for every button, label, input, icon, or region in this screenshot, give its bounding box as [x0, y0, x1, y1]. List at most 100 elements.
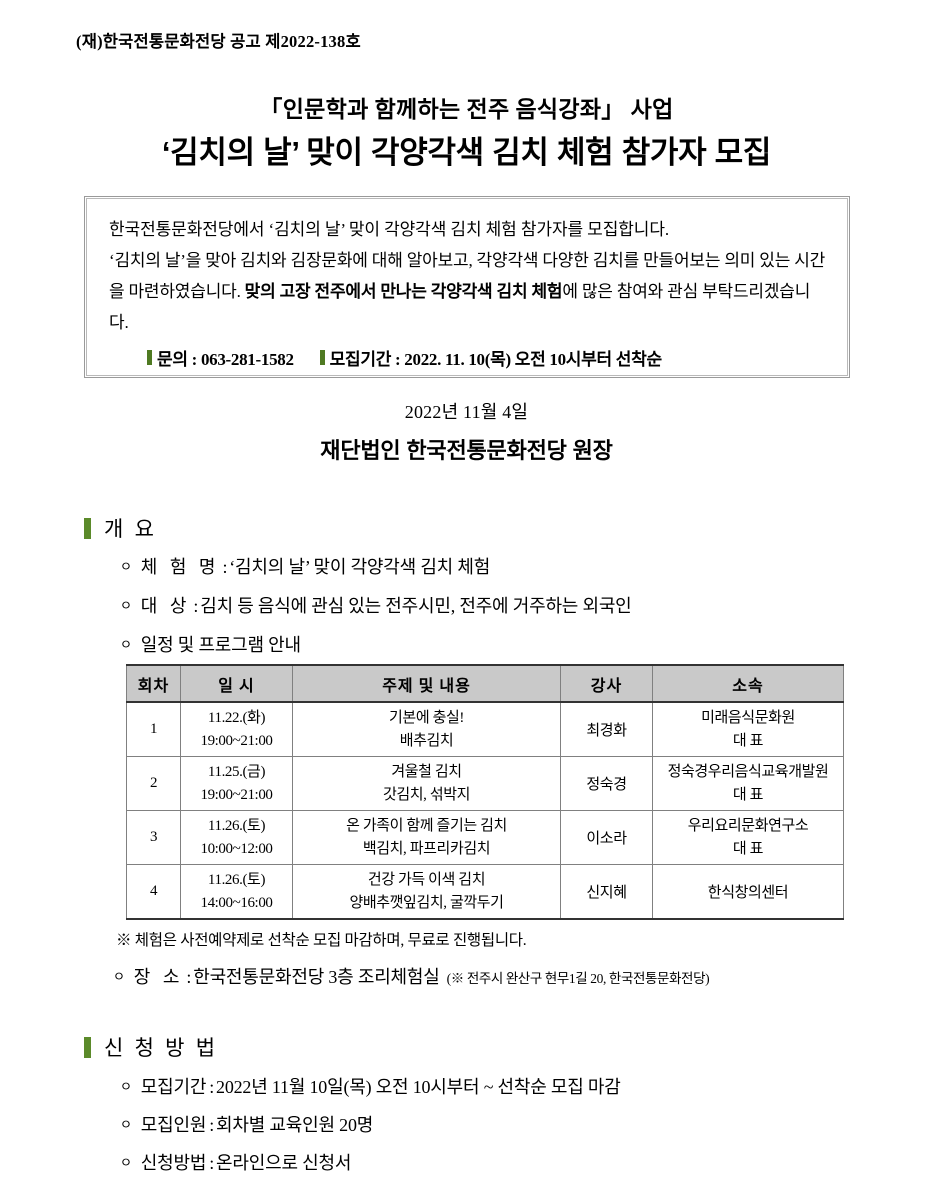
bullet-marker-icon: ㅇ [120, 1117, 132, 1132]
cell-no: 1 [126, 701, 181, 757]
bullet-application-period-label: 모집기간 [140, 1077, 207, 1097]
column-header-affiliation: 소속 [652, 664, 844, 703]
section-heading-overview-label: 개 요 [104, 517, 157, 541]
cell-date: 11.26.(토) [207, 871, 266, 888]
contact-period-text: 모집기간 : 2022. 11. 10(목) 오전 10시부터 선착순 [329, 350, 662, 369]
cell-topic: 기본에 충실! 배추김치 [292, 701, 561, 757]
bullet-marker-icon: ㅇ [113, 969, 125, 984]
cell-time: 14:00~16:00 [200, 894, 273, 911]
green-bar-icon [319, 350, 325, 365]
intro-box: 한국전통문화전당에서 ‘김치의 날’ 맞이 각양각색 김치 체험 참가자를 모집… [84, 196, 850, 378]
bullet-schedule-intro-label: 일정 및 프로그램 안내 [140, 635, 301, 655]
cell-affiliation: 한식창의센터 [652, 864, 844, 920]
bullet-quota: ㅇ 모집인원 : 회차별 교육인원 20명 [120, 1111, 373, 1137]
cell-topic-line2: 배추김치 [399, 732, 454, 749]
bullet-application-method-label: 신청방법 [140, 1153, 207, 1173]
cell-affiliation: 우리요리문화연구소 대 표 [652, 810, 844, 865]
bullet-application-method: ㅇ 신청방법 : 온라인으로 신청서 [120, 1149, 351, 1175]
bullet-separator: : [222, 557, 228, 577]
bullet-application-period: ㅇ 모집기간 : 2022년 11월 10일(목) 오전 10시부터 ~ 선착순… [120, 1073, 621, 1099]
intro-text-emphasis: 맞의 고장 전주에서 만나는 각양각색 김치 체험 [244, 282, 563, 301]
bullet-quota-value: 회차별 교육인원 20명 [216, 1115, 374, 1135]
cell-topic: 겨울철 김치 갓김치, 섞박지 [292, 756, 561, 811]
bullet-marker-icon: ㅇ [120, 637, 132, 652]
cell-topic-line1: 온 가족이 함께 즐기는 김치 [346, 817, 507, 834]
bullet-separator: : [209, 1153, 215, 1173]
cell-topic: 온 가족이 함께 즐기는 김치 백김치, 파프리카김치 [292, 810, 561, 865]
table-row: 4 11.26.(토) 14:00~16:00 건강 가득 이색 김치 양배추깻… [126, 864, 844, 920]
cell-topic-line2: 갓김치, 섞박지 [382, 786, 471, 803]
cell-affiliation-line2: 대 표 [732, 840, 764, 857]
cell-datetime: 11.25.(금) 19:00~21:00 [180, 756, 293, 811]
column-header-instructor: 강사 [560, 664, 653, 703]
bullet-target-label: 대 상 [140, 596, 191, 616]
cell-time: 10:00~12:00 [200, 840, 273, 857]
bullet-venue-address: (※ 전주시 완산구 현무1길 20, 한국전통문화전당) [446, 971, 710, 986]
column-header-topic: 주제 및 내용 [292, 664, 561, 703]
green-bar-icon [84, 1036, 91, 1058]
table-row: 3 11.26.(토) 10:00~12:00 온 가족이 함께 즐기는 김치 … [126, 810, 844, 865]
cell-topic-line1: 기본에 충실! [389, 709, 464, 726]
issuer-name: 재단법인 한국전통문화전당 원장 [320, 438, 613, 463]
bullet-application-method-value: 온라인으로 신청서 [216, 1153, 352, 1173]
cell-instructor: 신지혜 [560, 864, 653, 920]
bullet-experience-name-label: 체 험 명 [140, 557, 220, 577]
cell-date: 11.22.(화) [207, 709, 266, 726]
cell-no: 4 [126, 864, 181, 920]
bullet-schedule-intro: ㅇ 일정 및 프로그램 안내 [120, 631, 301, 657]
table-note: ※ 체험은 사전예약제로 선착순 모집 마감하며, 무료로 진행됩니다. [116, 932, 527, 949]
cell-instructor: 최경화 [560, 701, 653, 757]
column-header-no: 회차 [126, 664, 181, 703]
issue-date: 2022년 11월 4일 [404, 402, 529, 422]
intro-line-1: 한국전통문화전당에서 ‘김치의 날’ 맞이 각양각색 김치 체험 참가자를 모집… [109, 220, 670, 239]
cell-topic-line2: 백김치, 파프리카김치 [362, 840, 491, 857]
section-heading-apply-label: 신 청 방 법 [104, 1036, 219, 1060]
cell-time: 19:00~21:00 [200, 786, 273, 803]
contact-row: 문의 : 063-281-1582 모집기간 : 2022. 11. 10(목)… [109, 345, 827, 370]
bullet-separator: : [209, 1115, 215, 1135]
cell-topic-line1: 겨울철 김치 [391, 763, 462, 780]
bullet-marker-icon: ㅇ [120, 559, 132, 574]
green-bar-icon [147, 350, 152, 365]
cell-date: 11.25.(금) [207, 763, 266, 780]
bullet-marker-icon: ㅇ [120, 598, 132, 613]
bullet-marker-icon: ㅇ [120, 1079, 132, 1094]
cell-affiliation-line2: 대 표 [732, 786, 764, 803]
cell-no: 3 [126, 810, 181, 865]
bullet-target-value: 김치 등 음식에 관심 있는 전주시민, 전주에 거주하는 외국인 [200, 596, 632, 616]
cell-date: 11.26.(토) [207, 817, 266, 834]
bullet-separator: : [193, 596, 199, 616]
bullet-experience-name: ㅇ 체 험 명 : ‘김치의 날’ 맞이 각양각색 김치 체험 [120, 553, 490, 579]
cell-datetime: 11.22.(화) 19:00~21:00 [180, 701, 293, 757]
bullet-venue-value: 한국전통문화전당 3층 조리체험실 [193, 967, 440, 987]
cell-affiliation-line1: 우리요리문화연구소 [687, 817, 809, 834]
table-row: 2 11.25.(금) 19:00~21:00 겨울철 김치 갓김치, 섞박지 … [126, 756, 844, 811]
cell-affiliation: 정숙경우리음식교육개발원 대 표 [652, 756, 844, 811]
bullet-separator: : [186, 967, 192, 987]
section-heading-overview: 개 요 [84, 513, 157, 543]
cell-affiliation-line1: 정숙경우리음식교육개발원 [667, 763, 829, 780]
schedule-table: 회차 일 시 주제 및 내용 강사 소속 1 11.22.(화) 19:00~2… [126, 664, 844, 920]
bullet-quota-label: 모집인원 [140, 1115, 207, 1135]
cell-datetime: 11.26.(토) 14:00~16:00 [180, 864, 293, 920]
intro-paragraph: ‘김치의 날’을 맞아 김치와 김장문화에 대해 알아보고, 각양각색 다양한 … [109, 245, 827, 338]
bullet-venue-label: 장 소 [133, 967, 184, 987]
document-number: (재)한국전통문화전당 공고 제2022-138호 [76, 32, 361, 51]
cell-affiliation: 미래음식문화원 대 표 [652, 701, 844, 757]
contact-period: 모집기간 : 2022. 11. 10(목) 오전 10시부터 선착순 [319, 345, 662, 370]
section-heading-apply: 신 청 방 법 [84, 1032, 218, 1062]
bullet-marker-icon: ㅇ [120, 1155, 132, 1170]
bullet-target: ㅇ 대 상 : 김치 등 음식에 관심 있는 전주시민, 전주에 거주하는 외국… [120, 592, 632, 618]
contact-inquiry: 문의 : 063-281-1582 [147, 345, 294, 370]
cell-no: 2 [126, 756, 181, 811]
cell-time: 19:00~21:00 [200, 732, 273, 749]
cell-instructor: 이소라 [560, 810, 653, 865]
table-row: 1 11.22.(화) 19:00~21:00 기본에 충실! 배추김치 최경화… [126, 701, 844, 757]
column-header-datetime: 일 시 [180, 664, 293, 703]
bullet-venue: ㅇ 장 소 : 한국전통문화전당 3층 조리체험실 (※ 전주시 완산구 현무1… [113, 963, 710, 989]
intro-text-after: 에 많은 참여와 관심 부탁드리겠습니다. [109, 282, 811, 332]
bullet-experience-name-value: ‘김치의 날’ 맞이 각양각색 김치 체험 [229, 557, 491, 577]
bullet-application-period-value: 2022년 11월 10일(목) 오전 10시부터 ~ 선착순 모집 마감 [216, 1077, 621, 1097]
intro-text-before: ‘김치의 날’을 맞아 김치와 김장문화에 대해 알아보고, 각양각색 다양한 … [109, 251, 826, 301]
page-subtitle: 「인문학과 함께하는 전주 음식강좌」 사업 [259, 97, 674, 122]
